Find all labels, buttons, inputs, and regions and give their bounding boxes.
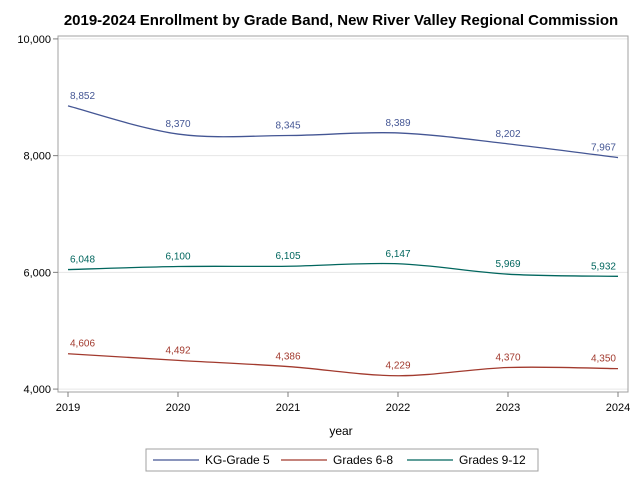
data-label-kg-grade-5: 8,370: [165, 119, 190, 130]
data-label-grades-6-8: 4,370: [495, 352, 520, 363]
data-label-kg-grade-5: 8,202: [495, 129, 520, 140]
data-label-grades-9-12: 6,048: [70, 255, 95, 266]
x-axis-label: year: [329, 424, 352, 438]
y-tick-label: 8,000: [23, 151, 51, 163]
data-label-grades-9-12: 6,105: [275, 251, 300, 262]
legend-label-kg-grade-5: KG-Grade 5: [205, 453, 270, 467]
y-tick-label: 4,000: [23, 384, 51, 396]
data-label-grades-6-8: 4,229: [385, 361, 410, 372]
data-label-grades-9-12: 5,932: [591, 261, 616, 272]
data-label-kg-grade-5: 8,389: [385, 118, 410, 129]
series-line-grades-9-12: [67, 262, 619, 277]
legend-label-grades-9-12: Grades 9-12: [459, 453, 526, 467]
legend: KG-Grade 5 Grades 6-8 Grades 9-12: [145, 448, 539, 472]
series-lines: [67, 105, 619, 377]
x-axis: 2019 2020 2021 2022 2023 2024: [56, 392, 630, 414]
chart-title: 2019-2024 Enrollment by Grade Band, New …: [64, 12, 618, 29]
y-tick-label: 10,000: [17, 34, 51, 46]
series-line-grades-6-8: [67, 353, 619, 377]
data-label-grades-9-12: 6,100: [165, 252, 190, 263]
data-label-grades-9-12: 6,147: [385, 249, 410, 260]
data-label-kg-grade-5: 8,852: [70, 91, 95, 102]
data-label-grades-9-12: 5,969: [495, 259, 520, 270]
data-label-grades-6-8: 4,606: [70, 339, 95, 350]
y-axis: 4,000 6,000 8,000 10,000: [17, 34, 58, 396]
data-label-grades-6-8: 4,492: [165, 345, 190, 356]
legend-items: KG-Grade 5 Grades 6-8 Grades 9-12: [153, 453, 526, 467]
legend-frame: [145, 448, 539, 472]
x-tick-label: 2024: [606, 402, 630, 414]
legend-label-grades-6-8: Grades 6-8: [333, 453, 393, 467]
x-tick-label: 2021: [276, 402, 300, 414]
x-tick-label: 2022: [386, 402, 410, 414]
data-label-kg-grade-5: 7,967: [591, 143, 616, 154]
plot-area: [57, 35, 629, 393]
y-tick-label: 6,000: [23, 267, 51, 279]
x-tick-label: 2020: [166, 402, 190, 414]
series-line-kg-grade-5: [67, 105, 619, 159]
data-label-kg-grade-5: 8,345: [275, 121, 300, 132]
gridlines: [58, 38, 628, 390]
data-label-grades-6-8: 4,350: [591, 354, 616, 365]
data-label-grades-6-8: 4,386: [275, 352, 300, 363]
x-tick-label: 2019: [56, 402, 80, 414]
x-tick-label: 2023: [496, 402, 520, 414]
data-labels: 8,852 8,370 8,345 8,389 8,202 7,967 4,606 4,492…: [70, 91, 616, 372]
